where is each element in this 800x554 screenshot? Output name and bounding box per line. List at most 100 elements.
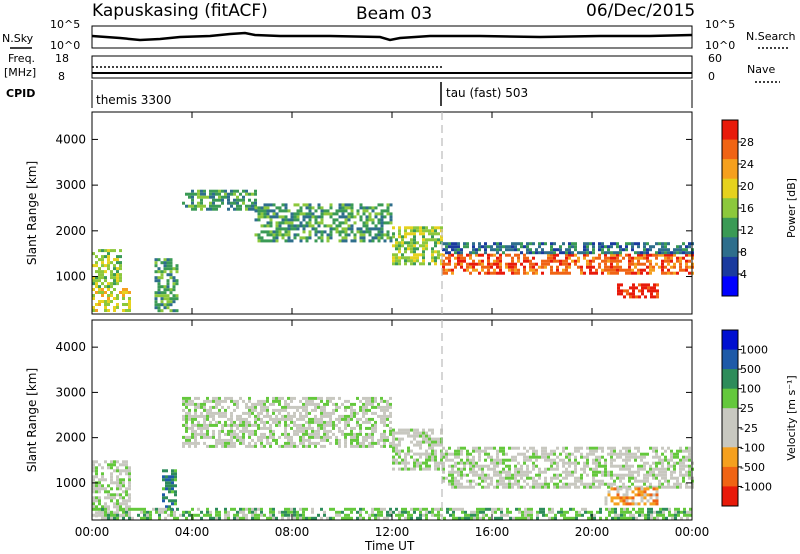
velocity-echo-cell: [551, 516, 554, 520]
velocity-echo-cell: [574, 449, 577, 453]
power-echo-cell: [629, 292, 632, 296]
power-echo-cell: [203, 189, 206, 193]
power-echo-cell: [107, 258, 110, 262]
velocity-echo-cell: [308, 417, 311, 421]
power-echo-cell: [269, 233, 273, 237]
velocity-echo-cell: [655, 476, 658, 480]
power-echo-cell: [502, 245, 505, 249]
velocity-echo-cell: [359, 510, 362, 514]
velocity-echo-cell: [574, 455, 577, 459]
power-echo-cell: [556, 268, 559, 272]
velocity-echo-cell: [652, 446, 655, 450]
velocity-echo-cell: [623, 513, 626, 517]
velocity-echo-cell: [92, 513, 95, 517]
velocity-echo-cell: [284, 423, 287, 427]
power-echo-cell: [278, 215, 282, 219]
power-echo-cell: [368, 239, 372, 243]
power-echo-cell: [254, 218, 258, 222]
velocity-echo-cell: [463, 473, 466, 477]
velocity-echo-cell: [104, 510, 107, 514]
power-echo-cell: [425, 226, 428, 230]
velocity-echo-cell: [442, 467, 445, 471]
velocity-echo-cell: [562, 458, 565, 462]
power-echo-cell: [487, 265, 490, 269]
power-echo-cell: [254, 201, 257, 205]
power-echo-cell: [673, 265, 676, 269]
velocity-echo-cell: [535, 452, 538, 456]
velocity-echo-cell: [239, 420, 242, 424]
power-echo-cell: [637, 262, 640, 266]
velocity-echo-cell: [371, 426, 374, 430]
velocity-echo-cell: [623, 516, 626, 520]
velocity-echo-cell: [419, 507, 422, 511]
velocity-echo-cell: [101, 466, 104, 470]
power-echo-cell: [290, 227, 294, 231]
velocity-echo-cell: [293, 441, 296, 445]
power-echo-cell: [326, 239, 330, 243]
velocity-echo-cell: [110, 472, 113, 476]
power-echo-cell: [478, 259, 481, 263]
velocity-echo-cell: [188, 417, 191, 421]
velocity-echo-cell: [634, 458, 637, 462]
velocity-echo-cell: [356, 432, 359, 436]
velocity-echo-cell: [251, 429, 254, 433]
velocity-echo-cell: [92, 502, 95, 506]
velocity-echo-cell: [242, 423, 245, 427]
velocity-echo-cell: [323, 411, 326, 415]
power-echo-cell: [520, 262, 523, 266]
velocity-echo-cell: [655, 464, 658, 468]
power-echo-cell: [338, 206, 342, 210]
velocity-echo-cell: [311, 435, 314, 439]
velocity-echo-cell: [595, 485, 598, 489]
power-echo-cell: [398, 241, 401, 245]
velocity-echo-cell: [517, 479, 520, 483]
power-echo-cell: [616, 245, 619, 249]
velocity-echo-cell: [218, 414, 221, 418]
cbar-power-tick-label: 16: [740, 202, 754, 215]
power-echo-cell: [472, 245, 475, 249]
power-echo-cell: [98, 276, 101, 280]
velocity-echo-cell: [434, 467, 437, 471]
velocity-echo-cell: [548, 510, 551, 514]
power-echo-cell: [661, 271, 664, 275]
power-echo-cell: [260, 236, 264, 240]
velocity-echo-cell: [665, 516, 668, 520]
velocity-echo-cell: [487, 446, 490, 450]
power-echo-cell: [233, 201, 236, 205]
velocity-echo-cell: [652, 473, 655, 477]
velocity-echo-cell: [607, 485, 610, 489]
velocity-echo-cell: [257, 399, 260, 403]
power-echo-cell: [169, 261, 173, 265]
velocity-echo-cell: [224, 414, 227, 418]
velocity-echo-cell: [98, 487, 101, 491]
velocity-echo-cell: [541, 482, 544, 486]
power-echo-cell: [589, 262, 592, 266]
velocity-echo-cell: [275, 399, 278, 403]
power-echo-cell: [368, 215, 372, 219]
velocity-echo-cell: [668, 510, 671, 514]
velocity-echo-cell: [344, 438, 347, 442]
power-echo-cell: [617, 286, 620, 290]
velocity-echo-cell: [673, 461, 676, 465]
velocity-echo-cell: [622, 476, 625, 480]
velocity-echo-cell: [218, 429, 221, 433]
velocity-echo-cell: [685, 446, 688, 450]
power-echo-cell: [673, 251, 676, 255]
velocity-echo-cell: [320, 438, 323, 442]
velocity-echo-cell: [119, 472, 122, 476]
power-echo-cell: [341, 221, 345, 225]
power-echo-cell: [251, 207, 254, 211]
velocity-echo-cell: [107, 511, 110, 515]
cbar-power-segment: [722, 159, 738, 180]
cbar-power-tick-label: 4: [740, 268, 747, 281]
velocity-echo-cell: [392, 437, 395, 441]
velocity-echo-cell: [520, 464, 523, 468]
velocity-echo-cell: [487, 452, 490, 456]
velocity-echo-cell: [532, 455, 535, 459]
velocity-echo-cell: [182, 414, 185, 418]
velocity-echo-cell: [610, 449, 613, 453]
velocity-echo-cell: [386, 423, 389, 427]
velocity-echo-cell: [670, 464, 673, 468]
power-echo-cell: [392, 235, 395, 239]
velocity-echo-cell: [275, 408, 278, 412]
